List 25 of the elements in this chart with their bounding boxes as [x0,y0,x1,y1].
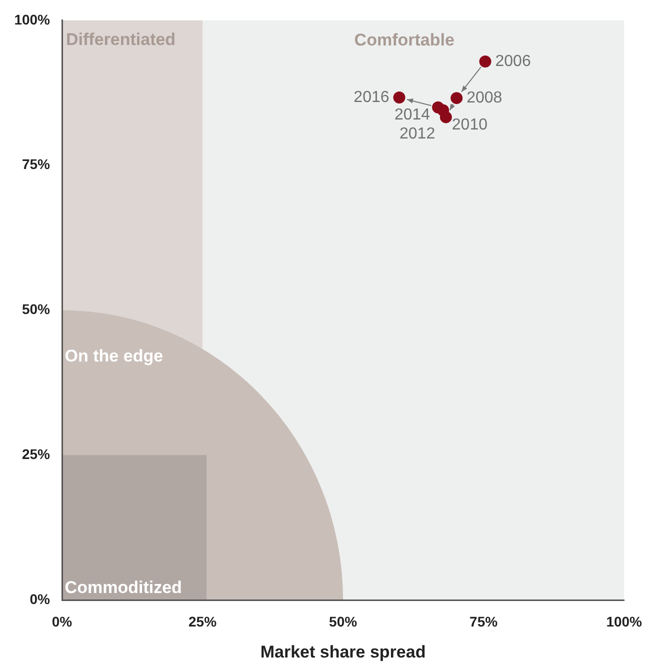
point [479,56,492,68]
point [432,101,444,114]
annotation: On the edge [64,346,164,366]
annotation: 2006 [495,52,531,70]
x-tick-label: 75% [470,613,498,630]
x-tick-label: 100% [606,613,643,630]
x-axis-title: Market share spread [260,642,426,662]
annotation: 2010 [452,116,488,134]
x-tick-label: 50% [329,613,358,630]
y-tick-label: 100% [14,11,51,28]
y-tick-label: 25% [22,446,51,462]
annotation: 2008 [466,89,502,106]
annotation: Comfortable [354,30,454,50]
y-tick-label: 75% [22,156,51,172]
annotation: Commoditized [64,578,182,598]
annotation: 2014 [394,106,430,124]
x-tick-label: 25% [188,613,218,630]
annotation: 2012 [400,126,436,143]
point [450,92,463,104]
point [393,91,406,104]
x-tick-label: 0% [52,613,73,630]
y-tick-label: 0% [30,590,51,607]
band-label: Differentiated [66,30,176,50]
annotation: 2016 [354,88,390,106]
y-tick-label: 50% [22,301,51,318]
